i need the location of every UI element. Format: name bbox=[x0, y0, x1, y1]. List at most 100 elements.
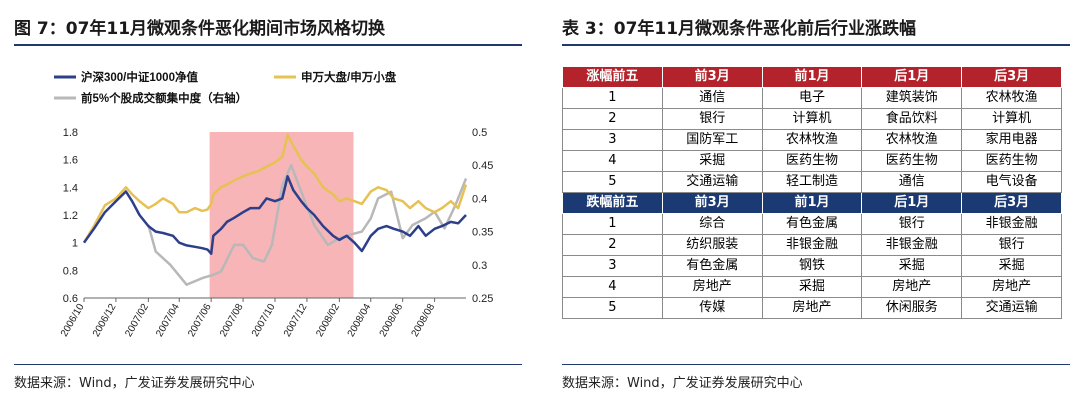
table-cell: 医药生物 bbox=[861, 150, 963, 172]
y2-tick-label: 0.35 bbox=[472, 227, 493, 239]
right-source-note: 数据来源：Wind，广发证券发展研究中心 bbox=[562, 376, 803, 391]
table-cell: 轻工制造 bbox=[761, 171, 863, 193]
legend-label: 沪深300/中证1000净值 bbox=[81, 70, 198, 84]
y2-tick-label: 0.25 bbox=[472, 293, 493, 305]
x-tick-label: 2007/12 bbox=[282, 302, 310, 339]
table-cell: 电子 bbox=[761, 87, 863, 109]
table-cell: 国防军工 bbox=[661, 129, 763, 151]
table-row: 5 传媒 房地产 休闲服务 交通运输 bbox=[562, 297, 1062, 319]
y-tick-label: 1.2 bbox=[63, 210, 78, 222]
table-cell: 1 bbox=[562, 213, 663, 235]
table-cell: 钢铁 bbox=[761, 255, 863, 277]
table-row: 4 房地产 采掘 房地产 房地产 bbox=[562, 276, 1062, 298]
table-cell: 采掘 bbox=[661, 150, 763, 172]
right-title-rule bbox=[562, 44, 1070, 46]
table-cell: 电气设备 bbox=[961, 171, 1062, 193]
left-panel-title: 图 7：07年11月微观条件恶化期间市场风格切换 bbox=[14, 19, 386, 39]
x-tick-label: 2007/10 bbox=[250, 302, 278, 339]
table-cell: 5 bbox=[562, 171, 663, 193]
table-cell: 5 bbox=[562, 297, 663, 319]
table-row: 2 纺织服装 非银金融 非银金融 银行 bbox=[562, 234, 1062, 256]
table-cell: 房地产 bbox=[761, 297, 863, 319]
table-cell: 房地产 bbox=[961, 276, 1062, 298]
table-cell: 农林牧渔 bbox=[961, 87, 1062, 109]
industry-performance-table: 涨幅前五 前3月 前1月 后1月 后3月 1 通信 电子 建筑装饰 农林牧渔 2 银行 计算机 食品饮料计… bbox=[562, 66, 1062, 319]
table-cell: 采掘 bbox=[961, 255, 1062, 277]
market-style-chart: 0.6 0.8 1 1.2 1.4 1.6 1.8 0.25 0.3 0.35 0.4 0.45 0.5… bbox=[54, 70, 493, 339]
table-header-up: 涨幅前五 前3月 前1月 后1月 后3月 bbox=[562, 66, 1062, 88]
right-panel-title: 表 3：07年11月微观条件恶化前后行业涨跌幅 bbox=[562, 19, 917, 39]
x-tick-label: 2007/04 bbox=[154, 302, 182, 339]
x-tick-label: 2007/02 bbox=[123, 302, 151, 339]
table-cell: 前1月 bbox=[761, 66, 863, 88]
x-tick-label: 2008/04 bbox=[346, 302, 374, 339]
table-cell: 有色金属 bbox=[661, 255, 763, 277]
table-cell: 后1月 bbox=[861, 66, 963, 88]
table-cell: 农林牧渔 bbox=[761, 129, 863, 151]
table-cell: 银行 bbox=[661, 108, 763, 130]
chart-lines bbox=[82, 133, 468, 286]
y-tick-label: 1.6 bbox=[63, 155, 78, 167]
table-row: 3 国防军工 农林牧渔 农林牧渔 家用电器 bbox=[562, 129, 1062, 151]
left-source-note: 数据来源：Wind，广发证券发展研究中心 bbox=[14, 376, 255, 391]
table-cell: 非银金融 bbox=[861, 234, 963, 256]
y-tick-label: 0.6 bbox=[63, 293, 78, 305]
x-tick-label: 2006/10 bbox=[59, 302, 87, 339]
table-cell: 交通运输 bbox=[661, 171, 763, 193]
x-tick-label: 2006/12 bbox=[91, 302, 119, 339]
table-cell: 医药生物 bbox=[961, 150, 1062, 172]
table-cell: 采掘 bbox=[861, 255, 963, 277]
table-cell: 农林牧渔 bbox=[861, 129, 963, 151]
table-row: 5 交通运输 轻工制造 通信 电气设备 bbox=[562, 171, 1062, 193]
table-cell: 传媒 bbox=[661, 297, 763, 319]
table-cell: 前1月 bbox=[761, 192, 863, 214]
right-source-rule bbox=[562, 364, 1070, 365]
table-cell: 涨幅前五 bbox=[562, 66, 663, 88]
table-cell: 计算机 bbox=[761, 108, 863, 130]
table-cell: 非银金融 bbox=[761, 234, 863, 256]
left-source-rule bbox=[14, 364, 522, 365]
table-cell: 交通运输 bbox=[961, 297, 1062, 319]
x-tick-label: 2007/08 bbox=[218, 302, 246, 339]
table-cell: 采掘 bbox=[761, 276, 863, 298]
table-header-down: 跌幅前五 前3月 前1月 后1月 后3月 bbox=[562, 192, 1062, 214]
table-cell: 房地产 bbox=[861, 276, 963, 298]
y-tick-label: 1.4 bbox=[63, 182, 78, 194]
x-tick-label: 2008/02 bbox=[314, 302, 342, 339]
series-line-2 bbox=[82, 133, 468, 244]
table-cell: 3 bbox=[562, 129, 663, 151]
table-cell: 休闲服务 bbox=[861, 297, 963, 319]
table-cell: 4 bbox=[562, 150, 663, 172]
table-cell: 通信 bbox=[661, 87, 763, 109]
y2-tick-label: 0.5 bbox=[472, 127, 487, 139]
table-cell: 3 bbox=[562, 255, 663, 277]
x-tick-label: 2008/08 bbox=[410, 302, 438, 339]
table-cell: 综合 bbox=[661, 213, 763, 235]
table-cell: 家用电器 bbox=[961, 129, 1062, 151]
table-cell: 房地产 bbox=[661, 276, 763, 298]
table-cell: 食品饮料 bbox=[861, 108, 963, 130]
table-cell: 前3月 bbox=[661, 192, 763, 214]
table-cell: 后3月 bbox=[961, 192, 1062, 214]
table-cell: 有色金属 bbox=[761, 213, 863, 235]
table-cell: 跌幅前五 bbox=[562, 192, 663, 214]
y-tick-label: 1 bbox=[72, 238, 78, 250]
legend-label: 前5%个股成交额集中度（右轴） bbox=[81, 91, 247, 105]
table-cell: 纺织服装 bbox=[661, 234, 763, 256]
y2-tick-label: 0.3 bbox=[472, 260, 487, 272]
table-row: 1 综合 有色金属 银行 非银金融 bbox=[562, 213, 1062, 235]
highlight-region bbox=[209, 132, 354, 298]
table-cell: 后3月 bbox=[961, 66, 1062, 88]
table-row: 2 银行 计算机 食品饮料 计算机 bbox=[562, 108, 1062, 130]
table-cell: 2 bbox=[562, 234, 663, 256]
table-row: 3 有色金属 钢铁 采掘 采掘 bbox=[562, 255, 1062, 277]
y-tick-label: 0.8 bbox=[63, 265, 78, 277]
table-cell: 2 bbox=[562, 108, 663, 130]
table-cell: 银行 bbox=[961, 234, 1062, 256]
y2-tick-label: 0.45 bbox=[472, 160, 493, 172]
table-cell: 前3月 bbox=[661, 66, 763, 88]
series-line-1 bbox=[82, 175, 467, 255]
table-cell: 银行 bbox=[861, 213, 963, 235]
y-tick-label: 1.8 bbox=[63, 127, 78, 139]
